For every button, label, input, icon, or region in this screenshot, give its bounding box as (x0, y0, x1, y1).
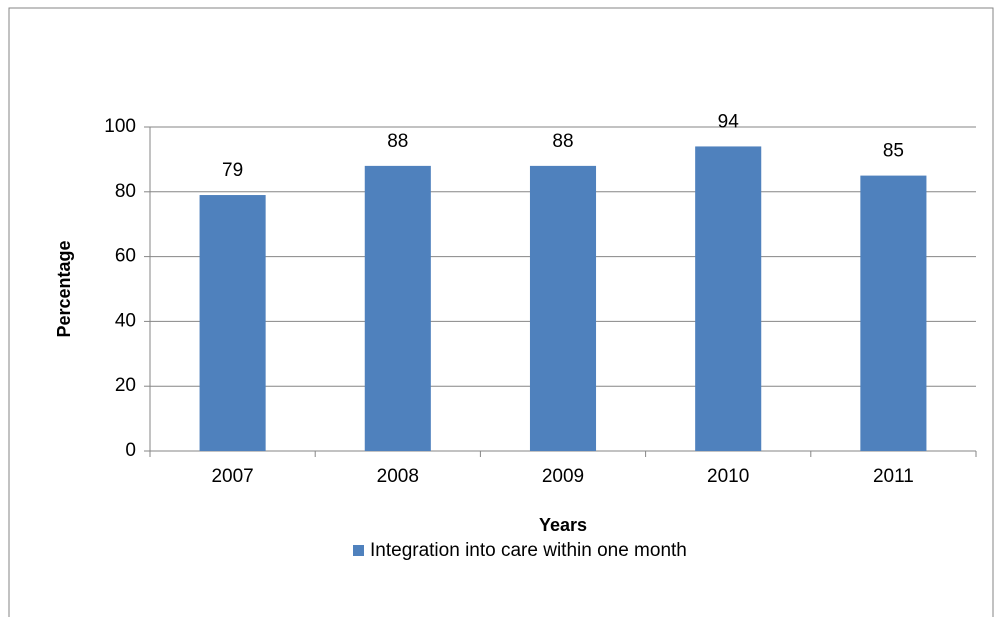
bar (695, 146, 762, 451)
x-tick-label: 2007 (211, 466, 253, 487)
data-label: 88 (387, 131, 408, 152)
x-axis-title: Years (539, 515, 587, 535)
y-axis-title: Percentage (54, 240, 74, 337)
chart-border (8, 7, 994, 617)
y-tick-label: 100 (104, 116, 136, 137)
bar (199, 195, 266, 451)
bar (364, 165, 431, 451)
y-tick-label: 0 (125, 440, 136, 461)
legend-swatch (353, 545, 364, 556)
data-label: 94 (718, 111, 740, 132)
y-tick-label: 60 (115, 246, 136, 267)
x-tick-label: 2009 (542, 466, 584, 487)
data-label: 79 (222, 160, 243, 181)
legend-label: Integration into care within one month (370, 540, 687, 561)
bar (860, 175, 927, 451)
data-label: 88 (552, 131, 573, 152)
data-label: 85 (883, 141, 904, 162)
bar (529, 165, 597, 451)
x-tick-label: 2010 (707, 466, 749, 487)
y-tick-label: 40 (115, 310, 136, 331)
y-tick-label: 20 (115, 375, 136, 396)
x-tick-label: 2011 (873, 466, 914, 487)
x-tick-label: 2008 (377, 466, 419, 487)
y-tick-label: 80 (115, 181, 136, 202)
